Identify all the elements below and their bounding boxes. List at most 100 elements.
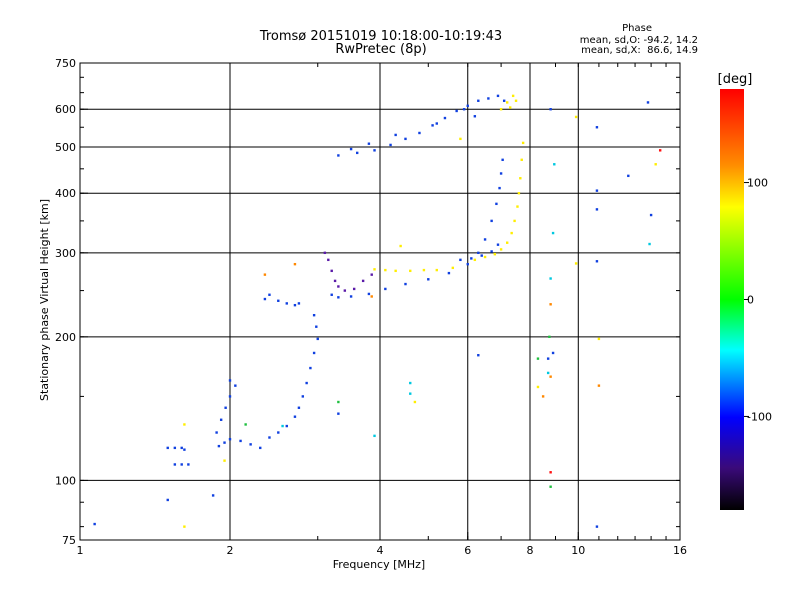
data-point xyxy=(234,384,237,387)
x-tick-label: 4 xyxy=(377,544,384,557)
phase-stats-x: mean, sd,X: 86.6, 14.9 xyxy=(581,45,698,56)
data-point xyxy=(431,124,434,127)
data-point xyxy=(466,262,469,266)
data-point xyxy=(595,189,599,192)
y-tick-label: 600 xyxy=(55,103,76,116)
data-point xyxy=(259,446,262,450)
data-point xyxy=(549,277,552,280)
points-layer xyxy=(93,94,662,528)
data-point xyxy=(477,251,480,255)
data-point xyxy=(505,241,509,244)
y-tick-label: 400 xyxy=(55,187,76,200)
data-point xyxy=(477,99,480,102)
data-point xyxy=(323,251,327,255)
data-point xyxy=(285,302,288,305)
data-point xyxy=(183,423,186,426)
data-point xyxy=(473,258,477,262)
data-point xyxy=(285,424,288,428)
data-point xyxy=(549,108,552,111)
data-point xyxy=(389,143,392,147)
data-point xyxy=(301,395,305,398)
data-point xyxy=(499,172,503,175)
data-point xyxy=(546,357,550,360)
data-point xyxy=(312,313,316,317)
axes-layer: 1 2 4 6 8 10 16 75 100 200 300 400 500 600 750 xyxy=(55,57,687,557)
data-point xyxy=(244,423,247,426)
data-point xyxy=(180,463,183,466)
data-point xyxy=(549,303,552,306)
data-point xyxy=(477,354,480,357)
data-point xyxy=(422,268,426,272)
data-point xyxy=(330,269,333,273)
data-point xyxy=(404,282,407,286)
data-point xyxy=(510,231,513,235)
colorbar-tick-label: -100 xyxy=(747,410,772,423)
y-tick-label: 200 xyxy=(55,331,76,344)
data-point xyxy=(574,262,578,265)
data-point xyxy=(470,257,473,260)
y-tick-label: 75 xyxy=(62,534,76,547)
data-point xyxy=(333,279,337,283)
x-axis-label: Frequency [MHz] xyxy=(333,558,425,571)
data-point xyxy=(483,238,487,241)
data-point xyxy=(349,295,353,298)
data-point xyxy=(268,293,271,296)
data-point xyxy=(409,381,412,385)
data-point xyxy=(305,381,308,385)
data-point xyxy=(183,448,186,451)
colorbar-tick-label: 100 xyxy=(747,177,768,190)
data-point xyxy=(505,101,509,104)
data-point xyxy=(493,253,497,256)
data-point xyxy=(337,296,340,299)
x-tick-label: 2 xyxy=(227,544,234,557)
x-tick-label: 16 xyxy=(673,544,687,557)
data-point xyxy=(373,268,376,271)
y-tick-label: 300 xyxy=(55,247,76,260)
data-point xyxy=(648,242,651,246)
data-point xyxy=(480,254,483,257)
data-point xyxy=(309,366,312,370)
data-point xyxy=(516,205,519,208)
data-point xyxy=(549,471,552,474)
data-point xyxy=(373,149,376,152)
data-point xyxy=(228,438,232,441)
data-point xyxy=(337,412,340,415)
data-point xyxy=(521,141,525,145)
data-point xyxy=(496,94,500,98)
chart-subtitle: RwPretec (8p) xyxy=(335,42,426,57)
data-point xyxy=(180,446,183,450)
data-point xyxy=(349,147,353,151)
y-tick-label: 750 xyxy=(55,57,76,70)
data-point xyxy=(361,279,365,283)
data-point xyxy=(316,337,319,341)
data-point xyxy=(268,436,271,439)
colorbar-label: [deg] xyxy=(718,72,753,87)
phase-stats-heading: Phase xyxy=(622,23,652,34)
data-point xyxy=(548,335,551,339)
data-point xyxy=(93,522,96,526)
data-point xyxy=(490,250,493,253)
data-point xyxy=(462,108,466,111)
data-point xyxy=(541,395,545,398)
data-point xyxy=(654,163,657,166)
data-point xyxy=(337,154,340,157)
data-point xyxy=(352,287,356,291)
data-point xyxy=(649,213,653,217)
data-point xyxy=(473,115,477,118)
data-point xyxy=(224,406,227,409)
colorbar xyxy=(720,89,744,510)
data-point xyxy=(277,431,280,434)
data-point xyxy=(658,149,662,152)
data-point xyxy=(297,302,301,305)
data-point xyxy=(355,151,359,155)
x-tick-label: 10 xyxy=(571,544,585,557)
x-tick-label: 6 xyxy=(464,544,471,557)
data-point xyxy=(384,287,387,291)
data-point xyxy=(595,260,599,263)
data-point xyxy=(574,115,578,119)
data-point xyxy=(297,406,301,409)
y-tick-label: 100 xyxy=(55,474,76,487)
data-point xyxy=(337,285,340,288)
data-point xyxy=(343,289,347,292)
